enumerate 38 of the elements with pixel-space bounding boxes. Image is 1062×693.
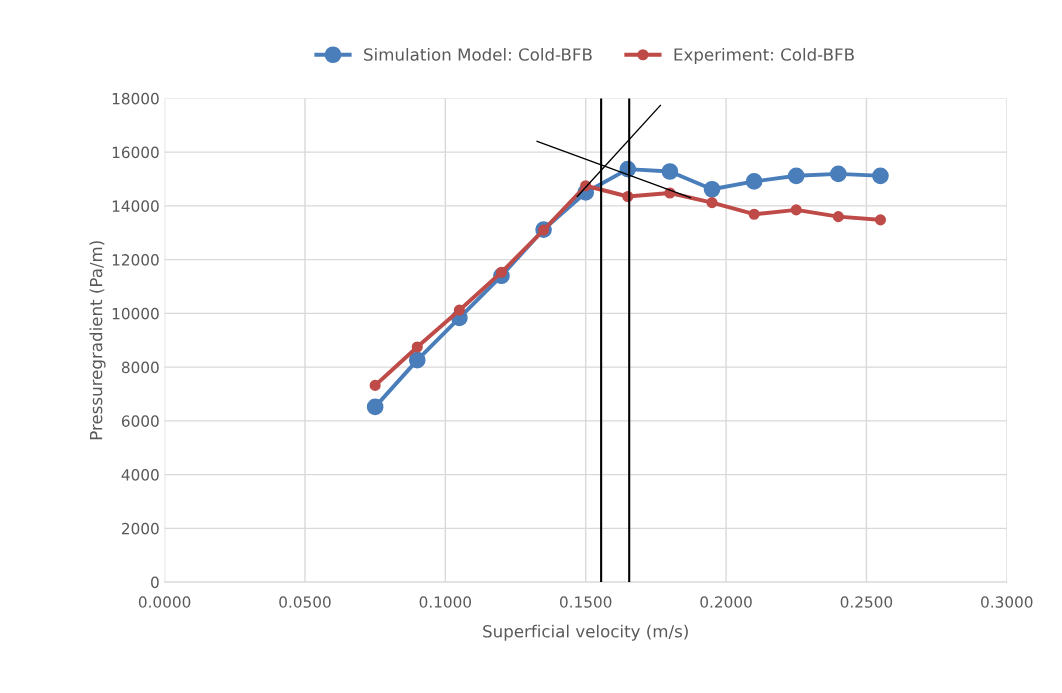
- point: [661, 163, 679, 180]
- x-axis-title: Superficial velocity (m/s): [483, 624, 688, 641]
- point: [787, 167, 805, 185]
- point: [748, 208, 760, 220]
- point: [369, 379, 381, 391]
- point: [408, 351, 426, 369]
- y-tick-label: 6000: [121, 415, 159, 427]
- x-tick-label: 0.2000: [700, 596, 752, 608]
- y-tick-label: 10000: [112, 307, 159, 320]
- point: [495, 266, 508, 278]
- y-tick-label: 0: [151, 576, 159, 589]
- x-tick-label: 0.0000: [138, 596, 191, 608]
- x-tick-label: 0.1000: [419, 596, 472, 608]
- point: [830, 165, 847, 183]
- point: [411, 341, 423, 353]
- legend-label: Simulation Model: Cold-BFB: [364, 47, 592, 61]
- y-tick-label: 18000: [112, 92, 159, 105]
- y-tick-label: 4000: [121, 469, 159, 481]
- point: [872, 167, 889, 185]
- point: [703, 180, 721, 198]
- point: [366, 398, 384, 416]
- y-tick-label: 16000: [112, 146, 159, 159]
- x-tick-label: 0.0500: [279, 596, 331, 608]
- y-tick-label: 2000: [121, 522, 159, 535]
- y-tick-label: 12000: [112, 254, 159, 266]
- y-axis-title: Pressuregradient (Pa/m): [89, 241, 106, 440]
- point: [706, 197, 718, 209]
- y-tick-label: 8000: [121, 361, 159, 374]
- y-tick-label: 14000: [112, 200, 159, 212]
- x-tick-label: 0.3000: [981, 596, 1033, 608]
- point: [745, 173, 763, 190]
- x-tick-label: 0.2500: [840, 596, 893, 608]
- point: [874, 214, 887, 226]
- legend-label: Experiment: Cold-BFB: [674, 47, 854, 65]
- x-tick-label: 0.1500: [559, 596, 612, 608]
- point: [832, 211, 844, 223]
- point: [790, 204, 802, 216]
- point: [453, 304, 465, 316]
